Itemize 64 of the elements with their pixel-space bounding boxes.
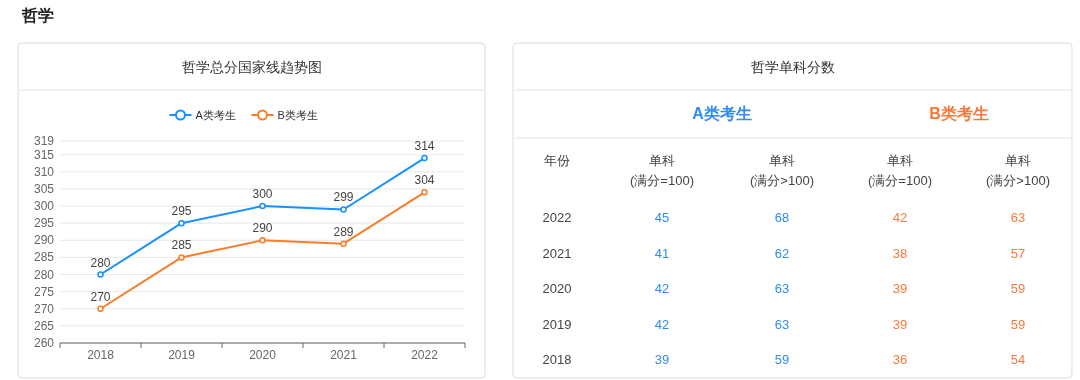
x-tick-label: 单科 (满分>100) bbox=[986, 153, 1050, 188]
y-tick-label: 290 bbox=[33, 233, 55, 248]
data-label: 59 bbox=[1010, 281, 1026, 296]
text: 哲学 bbox=[21, 7, 54, 24]
legend-label: A类考生 bbox=[195, 109, 236, 121]
y-tick-label: 2021 bbox=[542, 245, 572, 261]
text: 年份 bbox=[544, 153, 570, 168]
y-tick-label: 295 bbox=[33, 216, 55, 231]
y-tick-label: 305 bbox=[33, 181, 55, 196]
y-tick-label: 2022 bbox=[542, 210, 572, 225]
data-label: 38 bbox=[892, 245, 908, 261]
data-label: 41 bbox=[654, 245, 670, 261]
x-tick-label: 2021 bbox=[330, 348, 358, 362]
data-label: 63 bbox=[774, 281, 790, 296]
legend-label: B类考生 bbox=[277, 109, 318, 121]
data-label: 45 bbox=[654, 210, 670, 225]
data-label: 39 bbox=[892, 316, 908, 332]
data-label: 68 bbox=[774, 210, 790, 225]
y-tick-label: 265 bbox=[33, 318, 55, 333]
y-tick-label: 2020 bbox=[542, 281, 572, 296]
data-label: 42 bbox=[654, 281, 670, 296]
text: B类考生 bbox=[929, 105, 989, 122]
y-tick-label: 315 bbox=[33, 147, 55, 162]
y-tick-label: 2019 bbox=[542, 316, 572, 332]
data-label: 270 bbox=[90, 289, 111, 304]
data-label: 63 bbox=[1010, 210, 1026, 225]
data-label: 57 bbox=[1010, 245, 1026, 261]
data-label: 54 bbox=[1010, 352, 1026, 367]
data-label: 285 bbox=[171, 238, 192, 253]
y-tick-label: 260 bbox=[33, 336, 55, 350]
data-label: 314 bbox=[414, 139, 435, 154]
y-tick-label: 275 bbox=[33, 284, 55, 299]
data-label: 39 bbox=[654, 352, 670, 367]
x-tick-label: 2018 bbox=[87, 348, 115, 362]
x-tick-label: 2019 bbox=[168, 348, 196, 362]
data-label: 59 bbox=[774, 352, 790, 367]
data-label: 39 bbox=[892, 281, 908, 296]
data-label: 36 bbox=[892, 352, 908, 367]
data-label: 295 bbox=[171, 204, 192, 219]
y-tick-label: 319 bbox=[33, 134, 55, 148]
data-label: 300 bbox=[252, 187, 273, 202]
x-tick-label: 单科 (满分=100) bbox=[868, 153, 932, 188]
x-tick-label: 2020 bbox=[249, 348, 277, 362]
x-tick-label: 2022 bbox=[411, 348, 439, 362]
chart-title: 哲学单科分数 bbox=[750, 59, 835, 75]
data-label: 289 bbox=[333, 224, 354, 239]
x-tick-label: 单科 (满分=100) bbox=[630, 153, 694, 188]
y-tick-label: 280 bbox=[33, 267, 55, 282]
data-label: 42 bbox=[892, 210, 908, 225]
data-label: 42 bbox=[654, 316, 670, 332]
data-label: 280 bbox=[90, 255, 111, 270]
data-label: 304 bbox=[414, 173, 435, 188]
data-label: 59 bbox=[1010, 316, 1026, 332]
text: A类考生 bbox=[692, 105, 752, 122]
data-label: 63 bbox=[774, 316, 790, 332]
y-tick-label: 285 bbox=[33, 250, 55, 265]
x-tick-label: 单科 (满分>100) bbox=[750, 153, 814, 188]
data-label: 290 bbox=[252, 221, 273, 236]
y-tick-label: 270 bbox=[33, 301, 55, 316]
y-tick-label: 300 bbox=[33, 199, 55, 214]
chart-title: 哲学总分国家线趋势图 bbox=[181, 59, 322, 75]
y-tick-label: 310 bbox=[33, 164, 55, 179]
data-label: 299 bbox=[333, 190, 354, 205]
data-label: 62 bbox=[774, 245, 790, 261]
